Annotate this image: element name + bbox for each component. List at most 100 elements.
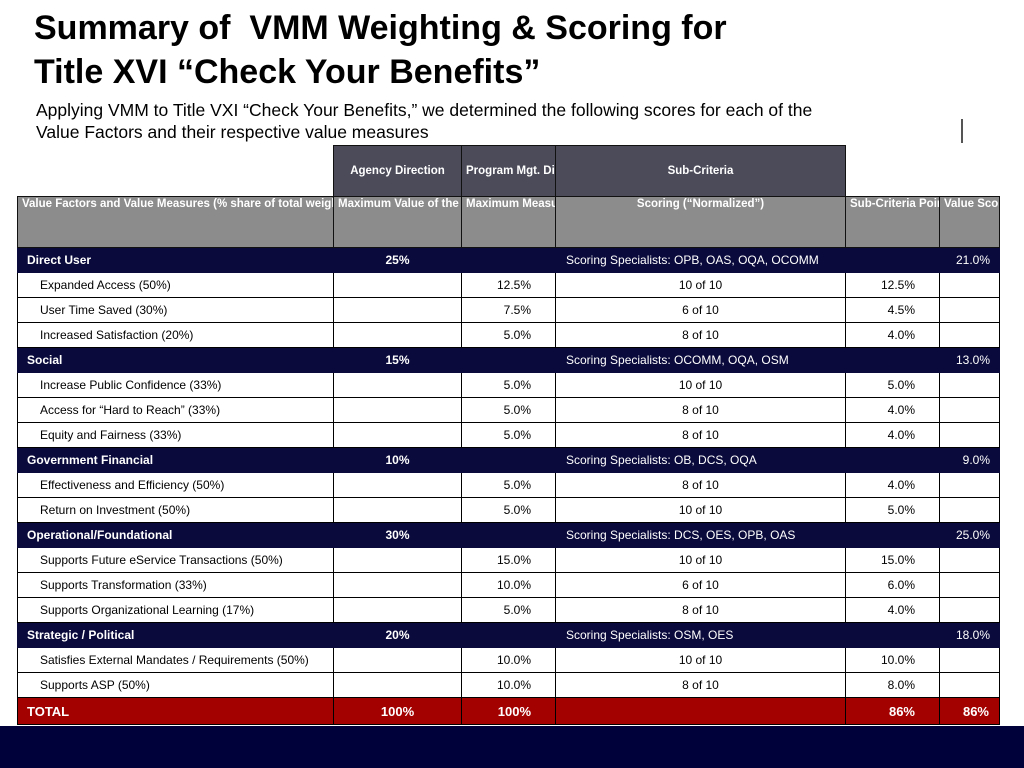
measure-row: Effectiveness and Efficiency (50%) 5.0% … <box>17 472 1000 498</box>
slide-subtitle-line-2: Value Factors and their respective value… <box>36 122 429 142</box>
measure-name: Supports Organizational Learning (17%) <box>17 597 334 623</box>
measure-scoring: 8 of 10 <box>555 672 846 698</box>
measure-blank <box>939 272 1000 298</box>
measure-name: User Time Saved (30%) <box>17 297 334 323</box>
measure-scoring: 10 of 10 <box>555 647 846 673</box>
category-blank <box>845 247 940 273</box>
measure-row: Satisfies External Mandates / Requiremen… <box>17 647 1000 673</box>
value-score-column-header: Value Score <box>939 196 1000 248</box>
total-label: TOTAL <box>17 697 334 725</box>
measure-blank <box>333 322 462 348</box>
measure-row: Increased Satisfaction (20%) 5.0% 8 of 1… <box>17 322 1000 348</box>
measure-blank <box>333 672 462 698</box>
measure-blank <box>939 297 1000 323</box>
category-blank <box>461 347 556 373</box>
slide-subtitle-line-1: Applying VMM to Title VXI “Check Your Be… <box>36 100 813 120</box>
total-value-score: 86% <box>939 697 1000 725</box>
measure-name: Equity and Fairness (33%) <box>17 422 334 448</box>
measure-blank <box>333 497 462 523</box>
agency-direction-header: Agency Direction <box>333 145 462 197</box>
measure-scoring: 10 of 10 <box>555 497 846 523</box>
sub-criteria-header: Sub-Criteria <box>555 145 846 197</box>
measure-max-value: 10.0% <box>461 572 556 598</box>
vmm-scoring-table: Agency Direction Program Mgt. Direction … <box>17 145 1000 725</box>
group-header-blank <box>940 146 1000 197</box>
slide-title-line-1: Summary of VMM Weighting & Scoring for <box>34 9 727 47</box>
category-weight: 10% <box>333 447 462 473</box>
measure-points: 15.0% <box>845 547 940 573</box>
measure-max-value: 5.0% <box>461 397 556 423</box>
category-blank <box>461 247 556 273</box>
measure-name: Increased Satisfaction (20%) <box>17 322 334 348</box>
measure-scoring: 8 of 10 <box>555 422 846 448</box>
measure-blank <box>939 497 1000 523</box>
measure-points: 10.0% <box>845 647 940 673</box>
measure-blank <box>939 547 1000 573</box>
measure-max-value: 12.5% <box>461 272 556 298</box>
measure-scoring: 10 of 10 <box>555 272 846 298</box>
measure-blank <box>939 647 1000 673</box>
measure-points: 8.0% <box>845 672 940 698</box>
measure-blank <box>333 547 462 573</box>
points-column-header: Sub-Criteria Points (%) <box>845 196 940 248</box>
category-row: Social 15% Scoring Specialists: OCOMM, O… <box>17 347 1000 373</box>
measure-blank <box>939 397 1000 423</box>
category-name: Government Financial <box>17 447 334 473</box>
slide-title-line-2: Title XVI “Check Your Benefits” <box>34 53 541 91</box>
category-row: Direct User 25% Scoring Specialists: OPB… <box>17 247 1000 273</box>
category-blank <box>845 522 940 548</box>
measure-blank <box>939 672 1000 698</box>
measure-points: 5.0% <box>845 372 940 398</box>
category-specialists: Scoring Specialists: OB, DCS, OQA <box>555 447 846 473</box>
measure-name: Supports Future eService Transactions (5… <box>17 547 334 573</box>
measure-row: User Time Saved (30%) 7.5% 6 of 10 4.5% <box>17 297 1000 323</box>
category-specialists: Scoring Specialists: DCS, OES, OPB, OAS <box>555 522 846 548</box>
category-value-score: 13.0% <box>939 347 1000 373</box>
category-name: Strategic / Political <box>17 622 334 648</box>
category-blank <box>461 447 556 473</box>
measure-points: 4.5% <box>845 297 940 323</box>
measure-max-value: 5.0% <box>461 597 556 623</box>
measure-blank <box>333 372 462 398</box>
measure-name: Supports ASP (50%) <box>17 672 334 698</box>
measure-name: Supports Transformation (33%) <box>17 572 334 598</box>
measure-max-value: 7.5% <box>461 297 556 323</box>
category-name: Operational/Foundational <box>17 522 334 548</box>
measure-blank <box>939 472 1000 498</box>
measure-name: Expanded Access (50%) <box>17 272 334 298</box>
max-factor-column-header: Maximum Value of the Value Factors <box>333 196 462 248</box>
measure-max-value: 15.0% <box>461 547 556 573</box>
measure-blank <box>333 597 462 623</box>
category-specialists: Scoring Specialists: OSM, OES <box>555 622 846 648</box>
measure-blank <box>939 322 1000 348</box>
measure-row: Supports ASP (50%) 10.0% 8 of 10 8.0% <box>17 672 1000 698</box>
measure-blank <box>939 372 1000 398</box>
measure-scoring: 8 of 10 <box>555 472 846 498</box>
measure-max-value: 10.0% <box>461 647 556 673</box>
measure-points: 6.0% <box>845 572 940 598</box>
category-weight: 15% <box>333 347 462 373</box>
category-blank <box>461 622 556 648</box>
measure-max-value: 5.0% <box>461 422 556 448</box>
category-row: Operational/Foundational 30% Scoring Spe… <box>17 522 1000 548</box>
measure-row: Expanded Access (50%) 12.5% 10 of 10 12.… <box>17 272 1000 298</box>
category-blank <box>845 447 940 473</box>
measure-scoring: 6 of 10 <box>555 297 846 323</box>
footer-bar <box>0 726 1024 768</box>
measure-max-value: 5.0% <box>461 372 556 398</box>
measure-max-value: 10.0% <box>461 672 556 698</box>
measure-blank <box>333 272 462 298</box>
category-specialists: Scoring Specialists: OPB, OAS, OQA, OCOM… <box>555 247 846 273</box>
measure-points: 5.0% <box>845 497 940 523</box>
program-direction-header: Program Mgt. Direction <box>461 145 556 197</box>
measure-row: Supports Future eService Transactions (5… <box>17 547 1000 573</box>
category-weight: 20% <box>333 622 462 648</box>
measure-max-value: 5.0% <box>461 472 556 498</box>
category-blank <box>845 622 940 648</box>
category-value-score: 18.0% <box>939 622 1000 648</box>
slide-subtitle: Applying VMM to Title VXI “Check Your Be… <box>36 99 956 143</box>
text-cursor <box>961 119 963 143</box>
measure-scoring: 10 of 10 <box>555 547 846 573</box>
group-header-blank <box>18 146 334 197</box>
measure-max-value: 5.0% <box>461 497 556 523</box>
